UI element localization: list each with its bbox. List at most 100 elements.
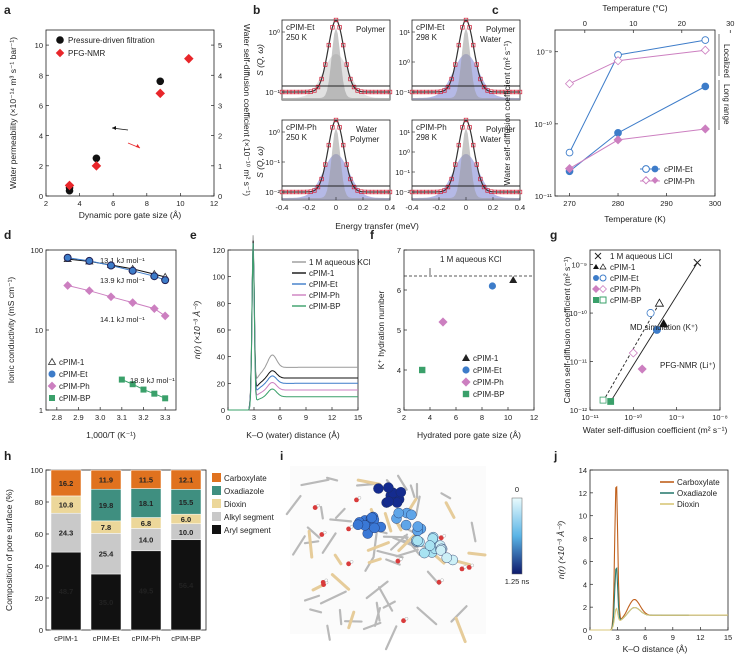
panel-i-oxygen-atom [346,526,351,532]
panel-h-category-label: cPIM-BP [171,634,201,643]
panel-a-right-ytick-label: 5 [218,41,222,50]
panel-d-legend-label: cPIM-BP [59,394,91,403]
panel-b-sub1-data-marker [341,42,346,48]
panel-g-cpim1-point [658,319,669,328]
panel-f-xtick-label: 6 [454,413,458,422]
panel-d-activation-energy: 18.9 kJ mol⁻¹ [130,376,175,385]
panel-d-cpimet-point [128,266,137,275]
panel-h-segment-value: 16.2 [59,479,74,488]
panel-g-xtick-label: 10⁻⁹ [669,413,685,422]
panel-g-cpimet-point [652,325,661,334]
panel-i-hydrogen-atom [442,534,446,538]
panel-i-ion-trajectory-sphere [412,521,423,532]
panel-i-polymer-bond [382,535,409,539]
panel-f-ytick-label: 5 [397,326,401,335]
panel-a-right-ytick-label: 3 [218,101,222,110]
panel-b-sub4-sample-label: cPIM-Ph [416,123,447,132]
panel-b-sub1-data-marker [344,62,349,67]
panel-b-sub3-xtick-label: -0.4 [276,203,289,212]
panel-a-xtick-label: 6 [111,199,115,208]
panel-a-right-ytick-label: 0 [218,192,222,201]
panel-d-ytick-label: 100 [30,246,43,255]
panel-b-sub1-data-marker [323,62,328,67]
panel-label-b: b [253,3,260,17]
panel-b-sub4-xtick-label: 0 [464,203,468,212]
panel-d-cpimet-point [85,256,94,265]
panel-a-xtick-label: 10 [176,199,184,208]
panel-g-legend-marker-open [599,296,607,304]
panel-d-legend-marker [47,381,57,391]
panel-j-xtick-label: 15 [724,633,732,642]
panel-b-sub3-data-marker [341,142,346,148]
panel-h-segment-value: 15.5 [179,498,194,507]
panel-a-x-axis-label: Dynamic pore gate size (Å) [79,210,182,220]
panel-i-ion-trajectory-sphere [383,482,394,493]
panel-label-f: f [370,228,375,242]
panel-d-cpimet-point [161,276,170,285]
panel-b-sub2-data-marker [471,42,476,48]
panel-b-sub2-ytick-label: 10⁻¹ [395,88,410,97]
panel-c-legend-filled-et [651,165,659,173]
panel-e-y-axis-label: n(r) (×10⁻³ Å⁻³) [192,301,202,359]
panel-d-ytick-label: 10 [35,326,43,335]
panel-a-right-ytick-label: 2 [218,132,222,141]
panel-b-sub2-narrow-component [412,27,520,101]
panel-i-polymer-bond [385,558,401,566]
panel-f-xtick-label: 4 [428,413,432,422]
panel-c-xtick-label: 270 [563,199,576,208]
panel-b-sub2-data-marker [453,62,458,67]
panel-b-sub3-data-marker [351,184,357,190]
panel-b-sub1-data-marker [337,25,342,30]
panel-c-et-point [565,148,574,157]
panel-h-segment-value: 19.8 [99,501,114,510]
panel-d-cpimbp-point [140,386,147,393]
panel-e-rdf-chart: 0 3 6 9 12 15 0 20 40 60 80 100 120 1 M aqueous KCl cP… [192,235,371,440]
panel-i-ion-trajectory-sphere [441,552,452,563]
panel-g-ytick-label: 10⁻¹² [570,406,588,415]
panel-h-ytick-label: 100 [30,466,43,475]
panel-b-sub2-data-marker [467,25,472,30]
panel-b-sub2-sample-label: cPIM-Et [416,23,445,32]
panel-b-sub4-data-marker [449,176,454,182]
panel-b-sub3-data-marker [326,142,331,148]
panel-c-ph-point [564,79,575,89]
panel-b-sub2-fit-curve [412,19,520,93]
panel-j-ytick-label: 0 [583,626,587,635]
panel-i-hydrogen-atom [399,557,403,561]
panel-f-xtick-label: 2 [402,413,406,422]
panel-d-cpimet-point [63,253,72,262]
panel-i-polymer-bond [409,484,416,498]
panel-d-xtick-label: 3.3 [160,413,170,422]
panel-e-xtick-label: 0 [226,413,230,422]
panel-b-sub2-data-marker [456,42,461,48]
panel-i-hydrogen-atom [463,565,467,569]
panel-j-legend-label: Carboxylate [677,478,720,487]
panel-h-segment-value: 7.8 [101,523,111,532]
panel-f-axes-frame [403,249,535,411]
panel-d-legend-marker [49,395,55,401]
panel-a-xtick-label: 8 [145,199,149,208]
panel-i-hydrogen-atom [349,525,354,529]
panel-b-sub2-data-marker [517,89,523,95]
panel-a-ytick-label: 8 [39,71,43,80]
panel-c-ph-point [700,124,710,134]
panel-a-xtick-label: 2 [44,199,48,208]
panel-h-segment-value: 18.1 [139,499,154,508]
panel-e-legend-label: cPIM-Ph [309,291,340,300]
panel-d-xtick-label: 3.2 [138,413,148,422]
panel-c-et-line [569,39,706,153]
panel-e-ytick-label: 80 [217,299,225,308]
panel-g-cpimbp-point [599,396,607,404]
panel-i-colorbar-bottom-label: 1.25 ns [505,577,530,586]
panel-d-activation-energy: 13.9 kJ mol⁻¹ [100,276,145,285]
panel-i-hydrogen-atom [323,530,327,535]
panel-i-segment-bond [367,557,382,565]
panel-b-sub1-data-marker [333,17,339,23]
panel-b-sub1-ytick-label: 10⁻¹ [265,88,280,97]
panel-g-legend-marker [592,285,600,293]
panel-i-ion-trajectory-sphere [406,509,417,520]
panel-i-hydrogen-atom [349,560,354,564]
panel-i-oxygen-atom [354,497,359,503]
